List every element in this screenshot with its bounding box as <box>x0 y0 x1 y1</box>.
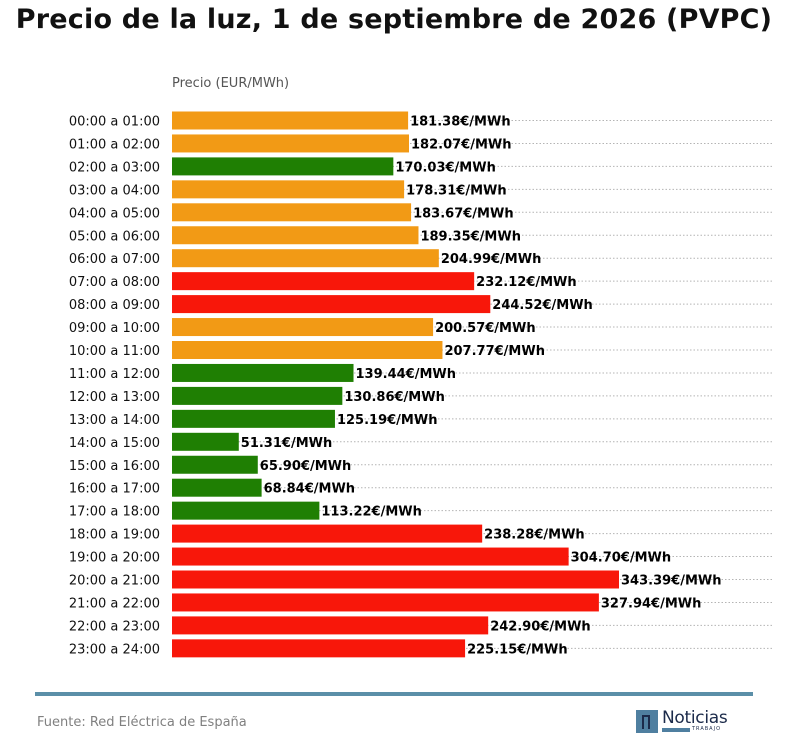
bar <box>172 570 619 589</box>
data-label: 207.77€/MWh <box>444 344 545 359</box>
data-label: 343.39€/MWh <box>621 574 722 589</box>
data-label: 200.57€/MWh <box>435 321 536 336</box>
y-tick-label: 12:00 a 13:00 <box>69 390 160 405</box>
noticias-trabajo-logo: Noticias TRABAJO <box>636 708 736 738</box>
data-label: 242.90€/MWh <box>490 619 591 634</box>
bar <box>172 501 320 520</box>
bar <box>172 180 405 199</box>
data-label: 244.52€/MWh <box>492 298 592 313</box>
y-tick-label: 08:00 a 09:00 <box>69 298 160 313</box>
data-label: 304.70€/MWh <box>571 551 672 566</box>
data-label: 238.28€/MWh <box>484 528 585 543</box>
bar <box>172 639 466 658</box>
data-label: 51.31€/MWh <box>241 436 332 451</box>
logo-text: Noticias <box>662 708 728 728</box>
logo-mark-icon <box>636 710 658 733</box>
y-tick-label: 21:00 a 22:00 <box>69 596 160 611</box>
y-tick-label: 18:00 a 19:00 <box>69 528 160 543</box>
bar-chart: Precio (EUR/MWh) 00:00 a 01:00 181.38€/MWh… <box>69 76 774 658</box>
y-tick-label: 14:00 a 15:00 <box>69 436 160 451</box>
y-tick-label: 01:00 a 02:00 <box>69 137 160 152</box>
data-label: 327.94€/MWh <box>601 596 702 611</box>
y-tick-label: 07:00 a 08:00 <box>69 275 160 290</box>
bar <box>172 203 412 222</box>
y-tick-label: 02:00 a 03:00 <box>69 160 160 175</box>
chart-title: Precio de la luz, 1 de septiembre de 202… <box>15 4 773 35</box>
data-label: 113.22€/MWh <box>321 505 422 520</box>
data-label: 130.86€/MWh <box>344 390 445 405</box>
y-tick-label: 16:00 a 17:00 <box>69 482 160 497</box>
bar <box>172 111 409 130</box>
bar <box>172 272 475 291</box>
data-label: 225.15€/MWh <box>467 642 568 657</box>
bar <box>172 616 489 635</box>
data-label: 204.99€/MWh <box>441 252 542 267</box>
y-tick-label: 00:00 a 01:00 <box>69 115 160 130</box>
y-tick-label: 15:00 a 16:00 <box>69 459 160 474</box>
bar <box>172 295 491 314</box>
y-tick-label: 05:00 a 06:00 <box>69 229 160 244</box>
data-label: 170.03€/MWh <box>395 160 496 175</box>
data-label: 232.12€/MWh <box>476 275 577 290</box>
data-label: 181.38€/MWh <box>410 115 511 130</box>
y-tick-label: 03:00 a 04:00 <box>69 183 160 198</box>
bar <box>172 455 258 474</box>
bar <box>172 386 343 405</box>
data-label: 68.84€/MWh <box>264 482 355 497</box>
data-label: 125.19€/MWh <box>337 413 438 428</box>
logo-underline <box>662 728 690 732</box>
footer-divider <box>35 692 753 696</box>
source-note: Fuente: Red Eléctrica de España <box>37 715 247 730</box>
bar <box>172 157 394 176</box>
y-tick-label: 22:00 a 23:00 <box>69 619 160 634</box>
bar <box>172 409 335 428</box>
bar <box>172 547 569 566</box>
y-tick-label: 17:00 a 18:00 <box>69 505 160 520</box>
data-label: 182.07€/MWh <box>411 137 512 152</box>
logo-subtext: TRABAJO <box>692 726 722 732</box>
bar <box>172 226 419 245</box>
data-label: 139.44€/MWh <box>356 367 457 382</box>
bar <box>172 341 443 359</box>
y-tick-label: 20:00 a 21:00 <box>69 574 160 589</box>
bar <box>172 432 239 451</box>
y-tick-label: 09:00 a 10:00 <box>69 321 160 336</box>
y-tick-label: 13:00 a 14:00 <box>69 413 160 428</box>
bar <box>172 134 410 153</box>
data-label: 189.35€/MWh <box>420 229 521 244</box>
y-tick-label: 10:00 a 11:00 <box>69 344 160 359</box>
bar <box>172 524 483 543</box>
y-tick-label: 19:00 a 20:00 <box>69 551 160 566</box>
y-tick-label: 04:00 a 05:00 <box>69 206 160 221</box>
y-tick-label: 11:00 a 12:00 <box>69 367 160 382</box>
data-label: 178.31€/MWh <box>406 183 507 198</box>
bar <box>172 318 434 337</box>
bar <box>172 249 439 268</box>
data-label: 65.90€/MWh <box>260 459 351 474</box>
data-label: 183.67€/MWh <box>413 206 513 221</box>
y-tick-label: 23:00 a 24:00 <box>69 642 160 657</box>
x-axis-label: Precio (EUR/MWh) <box>172 76 289 91</box>
bar <box>172 593 599 612</box>
bar <box>172 363 354 382</box>
y-tick-label: 06:00 a 07:00 <box>69 252 160 267</box>
bar <box>172 478 262 497</box>
